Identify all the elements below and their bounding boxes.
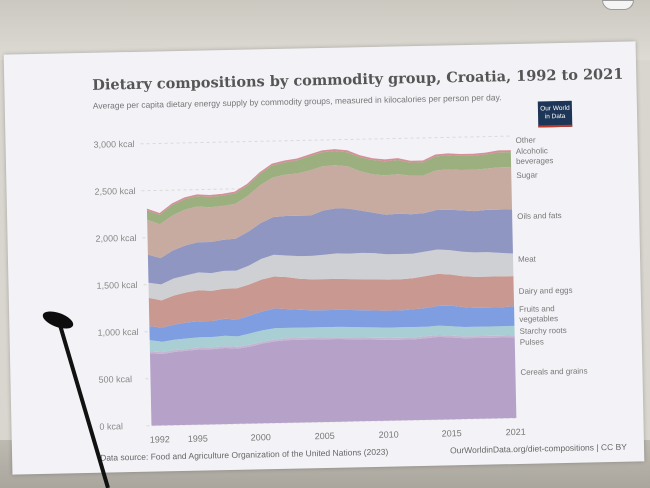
area-sugar <box>147 165 513 259</box>
gridline <box>140 135 511 145</box>
area-oils-and-fats <box>147 208 513 285</box>
projection-screen: Dietary compositions by commodity group,… <box>3 41 645 475</box>
area-dairy-and-eggs <box>148 273 515 328</box>
chart-plot <box>140 135 517 427</box>
area-fruits-and-vegetables <box>149 305 515 342</box>
area-cereals-and-grains <box>149 336 517 426</box>
area-pulses <box>149 335 515 355</box>
microphone-head <box>42 311 74 329</box>
area-meat <box>148 249 514 301</box>
area-starchy-roots <box>149 325 515 353</box>
mic-stand-pole <box>58 324 110 488</box>
area-alcoholic-beverages <box>146 151 512 225</box>
